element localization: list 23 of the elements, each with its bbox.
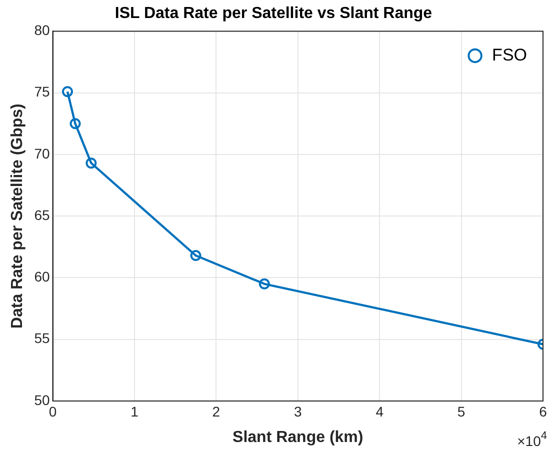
y-axis-title: Data Rate per Satellite (Gbps) bbox=[9, 104, 26, 329]
x-axis-title: Slant Range (km) bbox=[232, 428, 364, 446]
x-tick-label: 1 bbox=[130, 403, 139, 420]
x-tick-label: 5 bbox=[457, 403, 466, 420]
y-tick-label: 80 bbox=[34, 22, 50, 38]
point bbox=[70, 118, 81, 130]
point bbox=[62, 86, 73, 98]
point bbox=[190, 250, 202, 262]
y-tick-label: 75 bbox=[34, 84, 50, 100]
x-tick-label: 4 bbox=[376, 403, 384, 420]
legend-label: FSO bbox=[492, 45, 528, 64]
y-tick-label: 60 bbox=[34, 268, 50, 285]
y-tick-label: 50 bbox=[34, 392, 50, 408]
y-tick-label: 65 bbox=[34, 206, 50, 223]
point bbox=[258, 278, 270, 290]
y-tick-label: 55 bbox=[34, 330, 50, 346]
x-tick-label: 0 bbox=[48, 403, 57, 420]
y-tick-label: 70 bbox=[34, 145, 50, 162]
x-tick-label: 6 bbox=[539, 403, 548, 420]
x-tick-label: 3 bbox=[294, 403, 302, 420]
point bbox=[86, 158, 97, 169]
x-tick-label: 2 bbox=[212, 403, 220, 420]
chart-title: ISL Data Rate per Satellite vs Slant Range bbox=[114, 5, 432, 22]
